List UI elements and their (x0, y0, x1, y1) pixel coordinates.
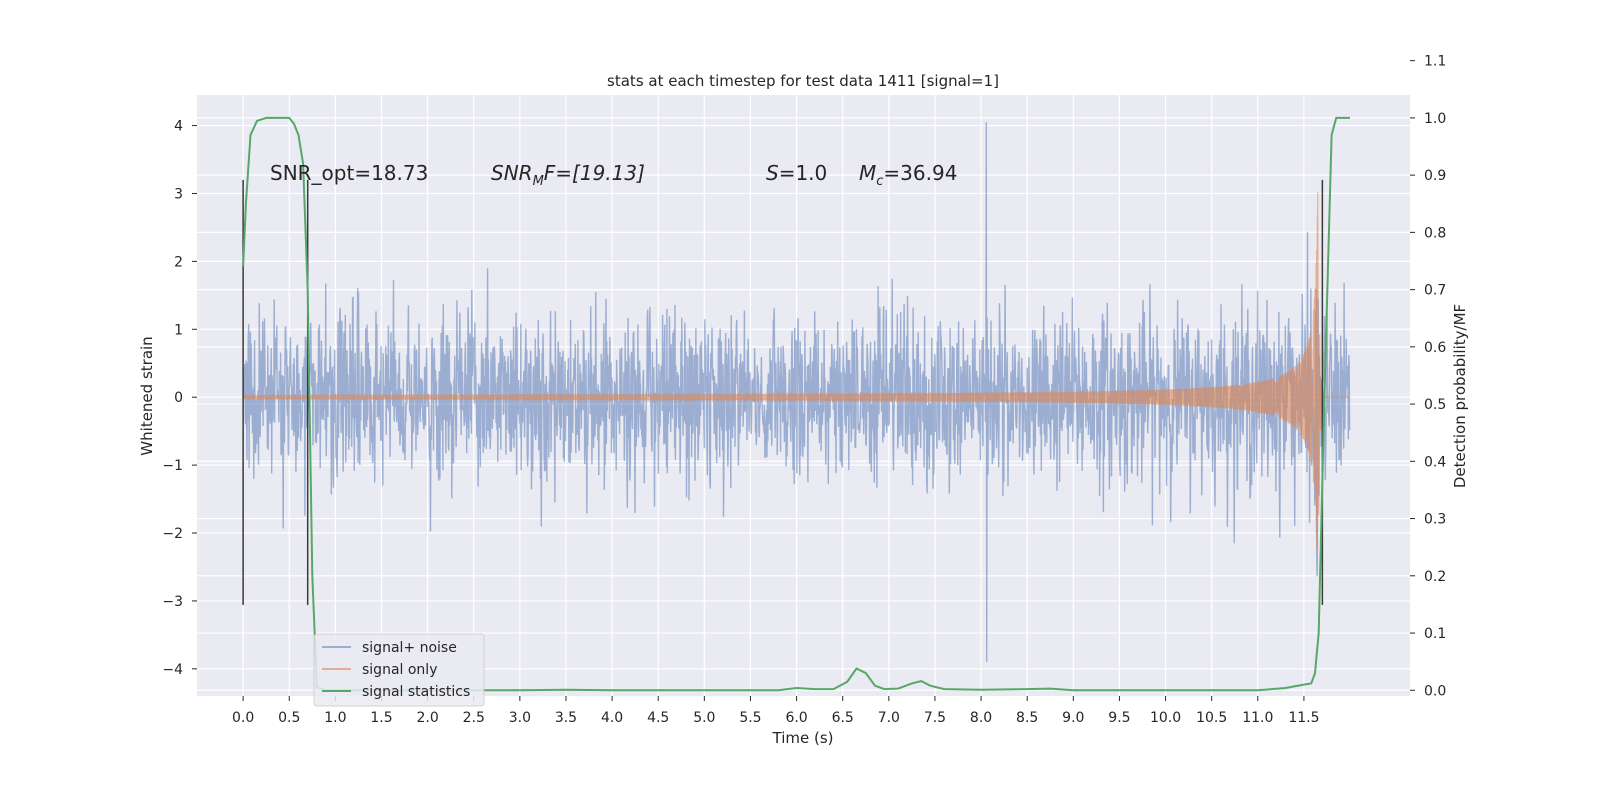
y-axis-label-right: Detection probability/MF (1451, 304, 1469, 488)
y-right-tick-label: 0.3 (1424, 512, 1446, 528)
y-right-tick-label: 0.2 (1424, 569, 1446, 585)
annotation-mc-var: M (859, 161, 876, 185)
y-left-tick-label: 4 (174, 119, 183, 135)
y-right-tick-label: 0.0 (1424, 683, 1446, 699)
x-tick-label: 2.0 (416, 710, 438, 726)
x-tick-label: 5.0 (693, 710, 715, 726)
x-tick-label: 3.5 (555, 710, 577, 726)
y-axis-label-left: Whitened strain (138, 336, 156, 455)
x-tick-label: 1.5 (370, 710, 392, 726)
traces (242, 122, 1351, 663)
x-tick-label: 6.0 (785, 710, 807, 726)
x-tick-label: 4.5 (647, 710, 669, 726)
x-tick-label: 3.0 (509, 710, 531, 726)
series-signal-statistics (242, 116, 1350, 692)
x-tick-label: 9.0 (1062, 710, 1084, 726)
annotation-s-var: S (766, 161, 779, 185)
x-tick-label: 5.5 (739, 710, 761, 726)
y-left-tick-label: −3 (162, 594, 183, 610)
y-right-tick-label: 0.6 (1424, 340, 1446, 356)
x-tick-label: 6.5 (832, 710, 854, 726)
y-right-tick-label: 1.1 (1424, 54, 1446, 70)
y-left-tick-label: 3 (174, 186, 183, 202)
x-axis-label: Time (s) (772, 729, 834, 747)
annotation-snr-mf-sub: M (533, 174, 544, 189)
annotation-snr-mf-base: SNR (491, 161, 533, 185)
annotation-snr-mf-rest: F=[19.13] (544, 161, 645, 185)
y-right-axis-ticks: 1.1 1.0 0.9 0.8 0.7 0.6 0.5 0.4 0.3 0.2 0.1 0.0 (1410, 54, 1446, 699)
annotations: SNR_opt=18.73 SNRMF=[19.13] S=1.0 Mc=36.… (270, 161, 957, 189)
x-axis-ticks: 0.0 0.5 1.0 1.5 2.0 2.5 3.0 3.5 4.0 4.5 5.0 5.5 6.0 6… (232, 696, 1320, 726)
y-left-tick-label: 2 (174, 254, 183, 270)
y-right-tick-label: 1.0 (1424, 111, 1446, 127)
annotation-mc-sub: c (876, 174, 883, 189)
legend-box (313, 633, 485, 707)
annotation-s: S=1.0 (766, 161, 827, 185)
series-signal-only (242, 191, 1350, 550)
y-left-tick-label: −1 (162, 458, 183, 474)
x-tick-label: 11.0 (1242, 710, 1273, 726)
y-left-tick-label: −4 (162, 662, 183, 678)
x-tick-label: 10.0 (1150, 710, 1181, 726)
x-tick-label: 7.0 (878, 710, 900, 726)
annotation-s-val: =1.0 (779, 161, 828, 185)
x-tick-label: 10.5 (1196, 710, 1227, 726)
x-tick-label: 2.5 (463, 710, 485, 726)
y-right-tick-label: 0.5 (1424, 397, 1446, 413)
x-tick-label: 8.0 (970, 710, 992, 726)
legend-label-signal-statistics: signal statistics (362, 684, 470, 700)
legend-label-signal-noise: signal+ noise (362, 640, 457, 656)
x-tick-label: 8.5 (1016, 710, 1038, 726)
y-left-axis-ticks: 4 3 2 1 0 −1 −2 −3 −4 (162, 119, 197, 678)
annotation-mc-val: =36.94 (883, 161, 957, 185)
chart-title: stats at each timestep for test data 141… (607, 72, 999, 90)
y-right-tick-label: 0.8 (1424, 225, 1446, 241)
y-right-tick-label: 0.1 (1424, 626, 1446, 642)
x-tick-label: 9.5 (1108, 710, 1130, 726)
annotation-mc: Mc=36.94 (859, 161, 957, 189)
legend-label-signal-only: signal only (362, 662, 437, 678)
y-left-tick-label: 0 (174, 390, 183, 406)
y-right-tick-label: 0.7 (1424, 283, 1446, 299)
x-tick-label: 11.5 (1288, 710, 1319, 726)
x-tick-label: 4.0 (601, 710, 623, 726)
x-tick-label: 7.5 (924, 710, 946, 726)
y-right-tick-label: 0.9 (1424, 168, 1446, 184)
legend: signal+ noise signal only signal statist… (313, 633, 485, 707)
x-tick-label: 0.0 (232, 710, 254, 726)
x-tick-label: 0.5 (278, 710, 300, 726)
annotation-snr-mf: SNRMF=[19.13] (491, 161, 645, 189)
x-tick-label: 1.0 (324, 710, 346, 726)
annotation-snr-opt: SNR_opt=18.73 (270, 161, 428, 185)
y-left-tick-label: 1 (174, 322, 183, 338)
y-right-tick-label: 0.4 (1424, 454, 1446, 470)
y-left-tick-label: −2 (162, 526, 183, 542)
signal-statistics-layer (242, 116, 1350, 692)
